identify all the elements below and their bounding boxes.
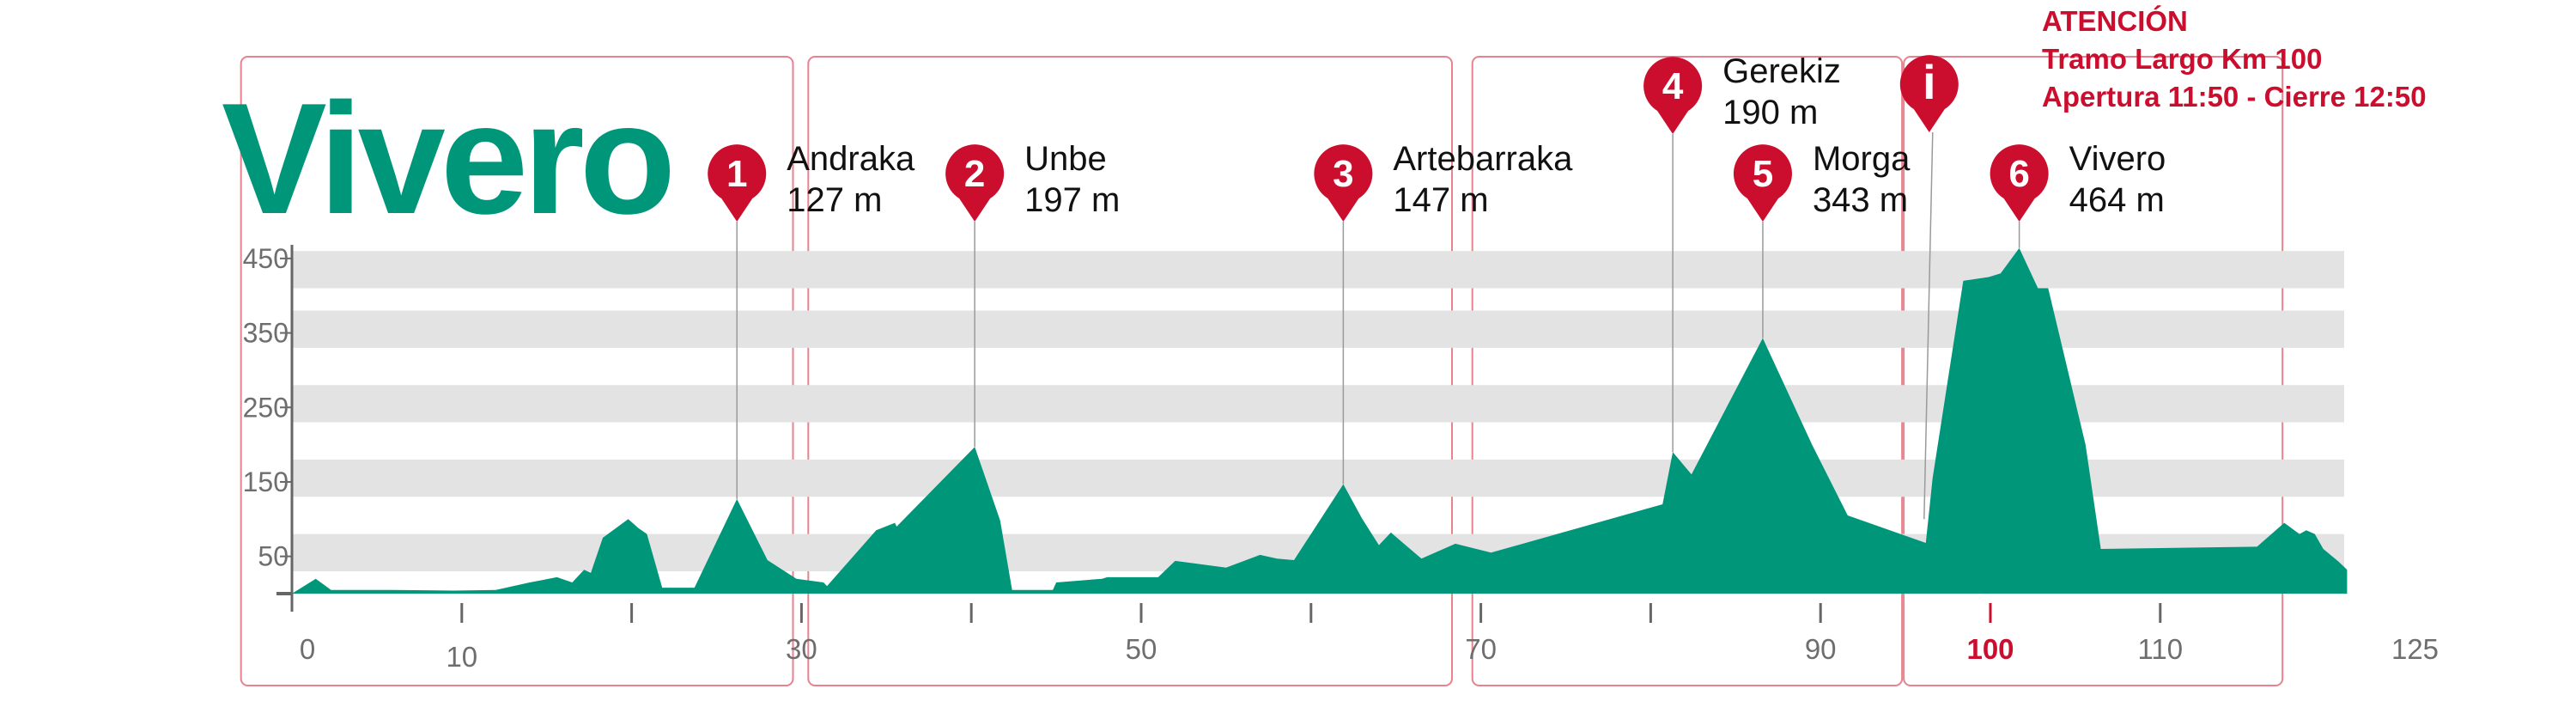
marker-name: Vivero [2069,140,2166,178]
attention-marker: i [1899,55,1959,520]
marker-elevation: 147 m [1393,181,1488,219]
marker-elevation: 343 m [1813,181,1908,219]
x-tick-label: 110 [2137,633,2183,665]
profile-area [292,247,2348,594]
marker-name: Gerekiz [1722,52,1841,90]
map-pin-icon [708,144,767,222]
section-frame [240,56,794,686]
section-frame [807,56,1453,686]
section-frame [1903,56,2284,686]
x-tick-label: 125 [2391,633,2439,665]
map-pin-icon [1643,57,1703,134]
axes [276,245,294,612]
info-pin-icon [1899,55,1959,132]
marker-elevation: 197 m [1024,181,1120,219]
x-tick-label: 10 [446,641,477,673]
marker-number: 6 [2008,153,2029,195]
marker-number: 2 [964,153,985,195]
y-axis-ticks: 50 150 250 350 450 [243,243,292,572]
map-pin-icon [1733,144,1792,222]
marker-elevation: 127 m [787,181,882,219]
marker-number: 3 [1333,153,1353,195]
attention-heading: ATENCIÓN [2042,5,2188,37]
info-leader-line [1923,131,1934,520]
marker-number: 4 [1662,65,1684,107]
x-axis-ticks: 0 10 30 50 70 90 100 110 125 [300,603,2439,673]
y-tick-label: 350 [243,318,289,349]
page-title: Vivero [222,70,671,247]
y-tick-label: 150 [243,466,289,497]
section-frames [240,56,2284,686]
elevation-area [292,247,2348,594]
attention-section: Tramo Largo Km 100 [2042,43,2322,75]
x-tick-label: 50 [1126,633,1157,665]
y-tick-label: 50 [258,541,289,572]
x-tick-label: 100 [1966,633,2014,665]
section-frame [1471,56,1904,686]
marker-name: Artebarraka [1393,140,1573,178]
x-tick-label: 70 [1465,633,1497,665]
map-pin-icon [1990,144,2049,222]
info-icon-letter: i [1923,55,1936,109]
marker-number: 1 [726,153,747,195]
map-pin-icon [945,144,1005,222]
marker-elevation: 190 m [1722,94,1818,131]
x-tick-label: 0 [300,633,315,665]
x-tick-label: 30 [786,633,817,665]
marker-elevation: 464 m [2069,181,2165,219]
attention-hours: Apertura 11:50 - Cierre 12:50 [2042,81,2427,113]
map-pin-icon [1314,144,1373,222]
marker-name: Unbe [1024,140,1107,178]
y-tick-label: 450 [243,243,289,274]
y-tick-label: 250 [243,392,289,423]
marker-name: Andraka [787,140,915,178]
grid-band [292,251,2344,289]
marker-name: Morga [1813,140,1911,178]
x-tick-label: 90 [1805,633,1837,665]
marker-number: 5 [1753,153,1773,195]
